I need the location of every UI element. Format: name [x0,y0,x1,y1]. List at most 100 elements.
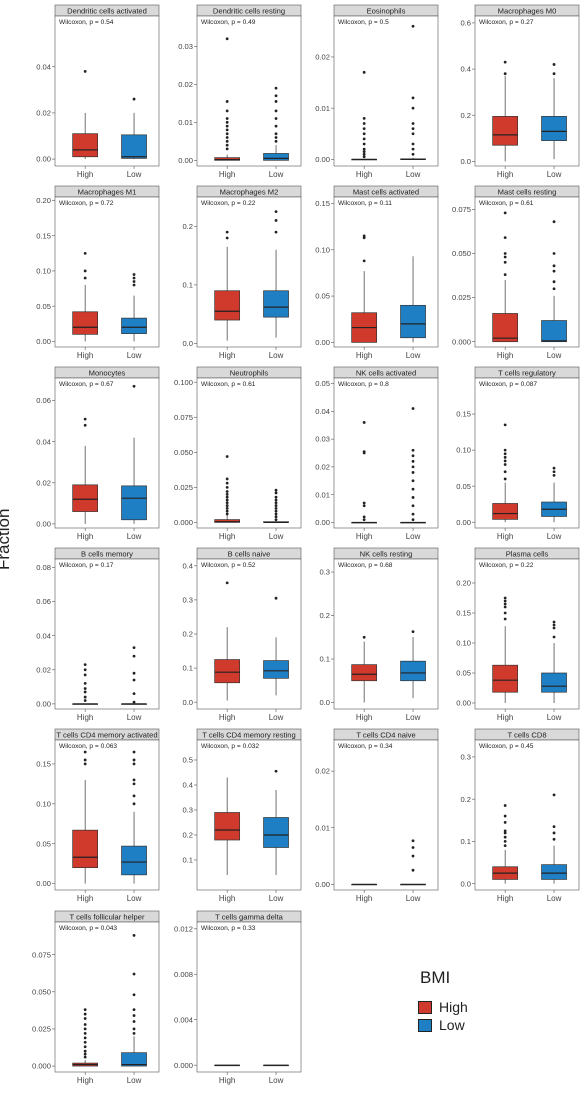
y-tick-label: 0.15 [456,410,471,419]
x-tick-label: High [356,894,372,903]
facet-panel: Mast cells resting 0.000 0.025 0.050 0.075 Wi… [452,185,580,360]
outlier-point [225,128,229,132]
box-iqr [72,133,99,158]
x-tick-label: Low [127,1076,142,1085]
outlier-point [411,846,415,849]
box-iqr [214,659,241,684]
outlier-point [225,117,229,120]
box-low [263,769,289,875]
outlier-point [552,264,556,268]
facet-panel: Dendritic cells activated 0.00 0.02 0.04 Wil… [36,4,160,179]
box-low [400,256,426,343]
box-low [541,63,567,160]
x-tick-label: High [77,351,93,360]
plot-panel [333,739,439,891]
y-tick-label: 0.1 [182,856,193,865]
outlier-point [225,455,229,458]
y-tick-label: 0.00 [36,879,51,888]
outlier-point [552,635,556,639]
y-tick-label: 0.02 [178,80,193,89]
box-high [72,417,99,524]
legend: BMI High Low [418,968,558,1034]
facet-panel: T cells follicular helper 0.000 0.025 0.050… [32,910,160,1085]
y-tick-label: 0.1 [319,655,330,664]
outlier-point [225,139,229,143]
facet-title: T cells CD4 memory resting [202,731,296,740]
outlier-point [552,623,556,627]
box-high [72,663,99,705]
outlier-point [362,234,366,238]
y-tick-label: 0.02 [315,462,330,471]
y-tick-label: 0.1 [182,280,193,289]
outlier-point [503,844,507,848]
outlier-point [503,611,507,615]
x-tick-label: Low [269,532,284,541]
y-tick-label: 0.01 [315,823,330,832]
outlier-point [225,37,229,41]
y-tick-label: 0.02 [36,665,51,674]
outlier-point [225,504,229,507]
x-tick-label: High [219,170,235,179]
outlier-point [411,496,415,499]
box-iqr [263,290,289,318]
y-tick-label: 0.04 [315,407,330,416]
outlier-point [362,450,366,454]
box-iqr [492,313,519,343]
outlier-point [411,106,415,110]
outlier-point [83,699,87,702]
box-iqr [214,290,241,321]
y-tick-label: 0.3 [182,806,193,815]
facet-title: Macrophages M0 [498,7,557,16]
y-tick-label: 0.04 [36,437,51,446]
plot-panel [196,921,302,1073]
box-iqr [263,817,289,848]
x-tick-label: High [497,713,513,722]
outlier-point [132,276,136,280]
outlier-point [274,509,278,513]
plot-panel [333,558,439,710]
y-axis-label: Fraction [0,508,13,570]
facet-panel: Macrophages M2 0.0 0.1 0.2 Wilcoxon, p = 0.2… [182,185,302,360]
box-low [400,839,426,886]
outlier-point [552,470,556,474]
box-low [121,750,147,884]
facet-title: NK cells resting [360,550,413,559]
x-tick-label: Low [547,532,562,541]
x-tick-label: High [219,894,235,903]
wilcoxon-annotation: Wilcoxon, p = 0.33 [201,925,256,932]
wilcoxon-annotation: Wilcoxon, p = 0.34 [338,743,393,750]
outlier-point [225,512,229,516]
box-high [492,596,519,703]
y-tick-label: 0.02 [315,767,330,776]
y-tick-label: 0.10 [36,799,51,808]
outlier-point [83,1012,87,1016]
y-tick-label: 0.6 [460,19,471,28]
box-iqr [492,116,519,146]
outlier-point [83,1055,87,1059]
outlier-point [552,473,556,477]
box-iqr [263,660,289,679]
outlier-point [132,750,136,754]
box-low [541,220,567,343]
x-tick-label: High [497,170,513,179]
box-high [72,1008,99,1067]
y-tick-label: 0.000 [452,337,471,346]
x-tick-label: High [219,532,235,541]
y-tick-label: 0.3 [460,753,471,762]
facet-title: Macrophages M1 [78,188,137,197]
x-tick-label: High [356,170,372,179]
outlier-point [225,481,229,485]
outlier-point [552,72,556,76]
x-tick-label: Low [547,713,562,722]
y-tick-label: 0.05 [456,482,471,491]
y-tick-label: 0.5 [182,756,193,765]
box-low [121,273,147,342]
outlier-point [132,933,136,937]
outlier-point [274,512,278,516]
x-tick-label: High [77,894,93,903]
box-iqr [541,864,567,880]
outlier-point [225,492,229,496]
y-tick-label: 0.01 [315,104,330,113]
facet-title: Plasma cells [506,550,549,559]
outlier-point [225,485,229,489]
